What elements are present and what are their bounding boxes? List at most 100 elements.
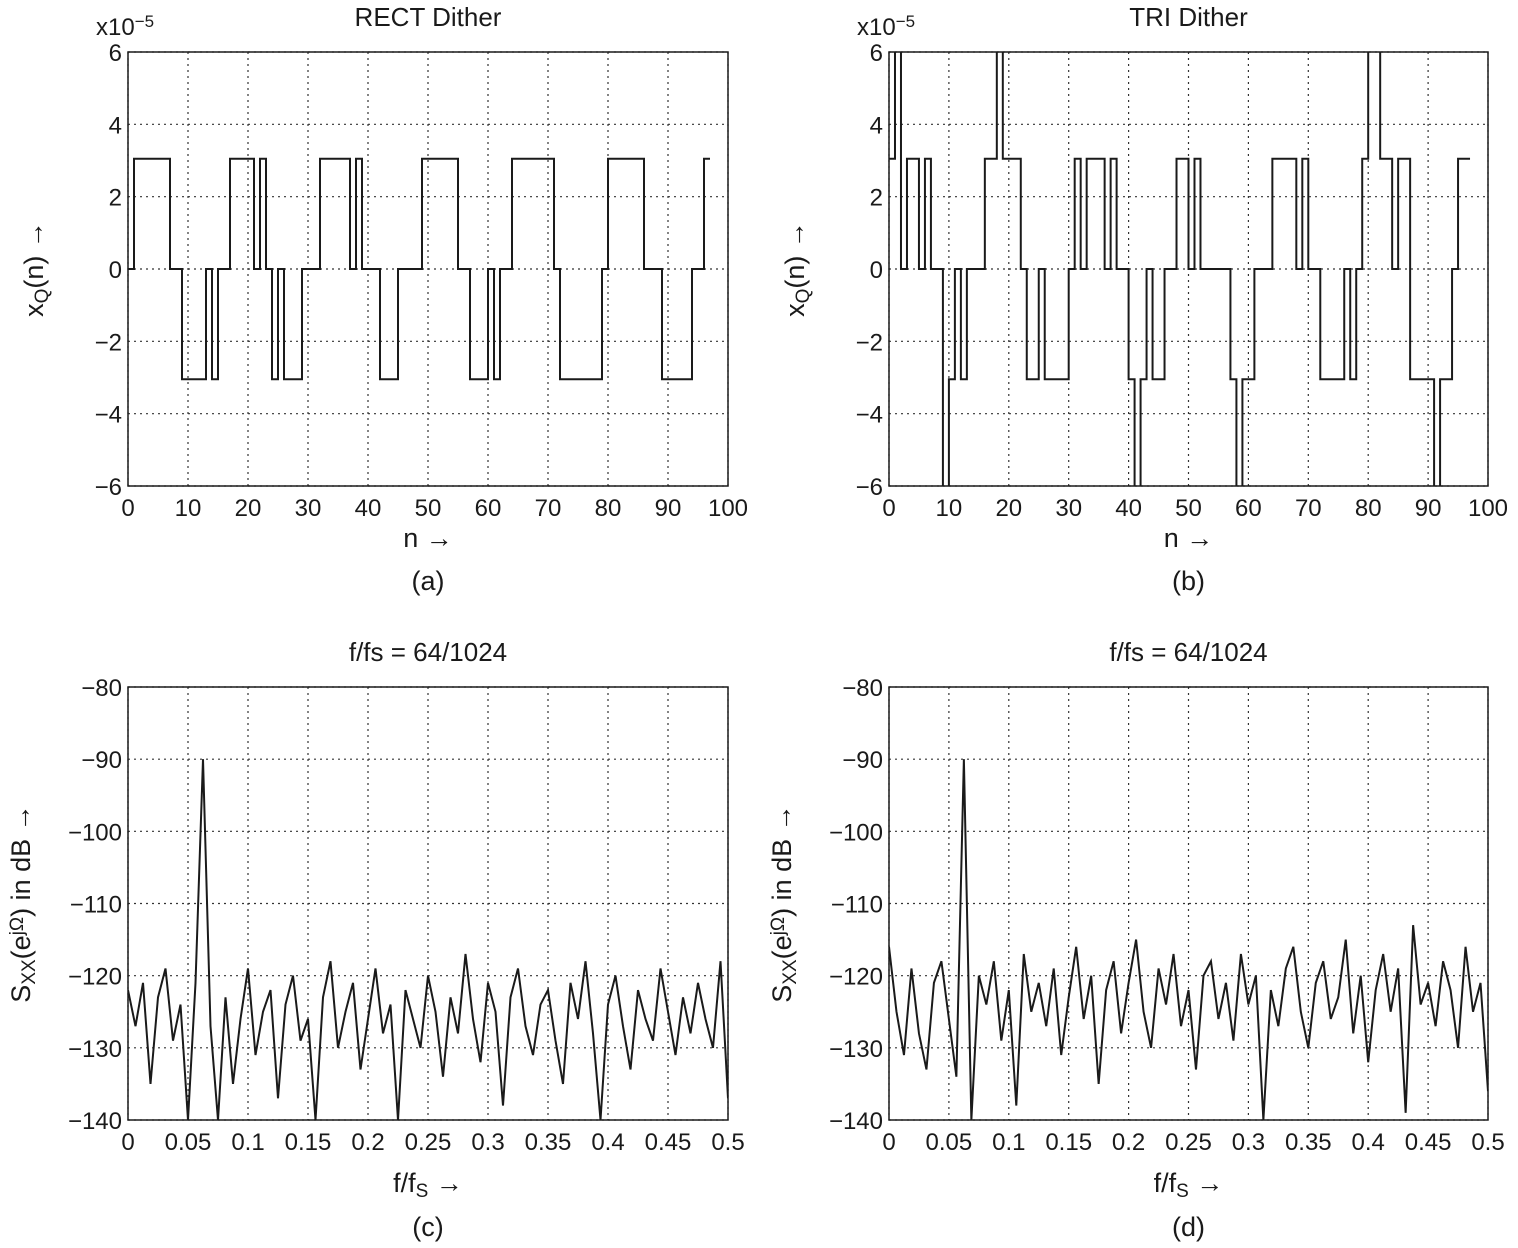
chart-title: RECT Dither [355, 2, 502, 32]
y-axis-label: SXX(ejΩ) in dB → [6, 804, 40, 1002]
x-tick-label: 0.1 [992, 1129, 1025, 1156]
y-tick-label: −130 [829, 1036, 883, 1063]
y-axis-label-part: (e [767, 935, 797, 959]
x-tick-label: 0.2 [1112, 1129, 1145, 1156]
y-axis-label-part: x [19, 303, 49, 317]
y-tick-label: 4 [870, 112, 883, 139]
x-axis-label: n → [403, 523, 453, 553]
y-multiplier-base: x10 [96, 14, 135, 41]
x-tick-label: 0.15 [1045, 1129, 1092, 1156]
x-axis-label-part: → [1189, 1168, 1224, 1198]
x-tick-label: 40 [1115, 495, 1142, 522]
x-tick-label: 0.4 [1352, 1129, 1385, 1156]
y-axis-label-part: jΩ [7, 917, 28, 936]
y-axis-label: xQ(n) → [19, 221, 53, 317]
x-tick-label: 30 [295, 495, 322, 522]
data-line [889, 759, 1488, 1120]
x-tick-label: 60 [1235, 495, 1262, 522]
data-line [128, 157, 710, 381]
y-axis-label: xQ(n) → [780, 221, 814, 317]
x-tick-label: 0.15 [285, 1129, 332, 1156]
y-tick-label: −4 [856, 402, 883, 429]
panel-caption: (d) [1172, 1212, 1205, 1242]
x-axis-label-part: n → [1164, 523, 1214, 553]
y-tick-label: −4 [95, 402, 122, 429]
chart-title: TRI Dither [1129, 2, 1248, 32]
x-tick-label: 0.25 [405, 1129, 452, 1156]
y-tick-label: −90 [81, 747, 122, 774]
x-axis-label-part: → [428, 1168, 463, 1198]
x-tick-label: 0.5 [711, 1129, 744, 1156]
x-tick-label: 50 [415, 495, 442, 522]
x-tick-label: 0.3 [471, 1129, 504, 1156]
y-tick-label: −80 [842, 675, 883, 702]
y-axis-label-part: Q [32, 289, 53, 304]
y-axis-label-part: ) in dB → [767, 804, 797, 917]
x-tick-label: 90 [1415, 495, 1442, 522]
x-tick-label: 0.35 [1285, 1129, 1332, 1156]
y-axis-label-part: (e [6, 935, 36, 959]
x-tick-label: 90 [655, 495, 682, 522]
plot-frame [888, 51, 1489, 487]
panel-caption: (b) [1172, 566, 1205, 596]
y-tick-label: 2 [870, 185, 883, 212]
y-axis-label-part: S [767, 985, 797, 1003]
y-axis-label-part: Q [793, 289, 814, 304]
x-tick-label: 0.4 [591, 1129, 624, 1156]
x-tick-label: 50 [1175, 495, 1202, 522]
x-tick-label: 0.45 [1405, 1129, 1452, 1156]
x-axis-label-part: f/f [1154, 1168, 1177, 1198]
x-tick-label: 0.25 [1165, 1129, 1212, 1156]
y-tick-label: −140 [68, 1108, 122, 1135]
y-tick-label: −6 [856, 474, 883, 501]
x-tick-label: 20 [995, 495, 1022, 522]
y-tick-label: 6 [870, 40, 883, 67]
y-axis-label-part: (n) → [780, 221, 810, 289]
x-axis-label: f/fS → [393, 1168, 463, 1202]
x-tick-label: 0 [121, 495, 134, 522]
x-tick-label: 0.5 [1471, 1129, 1504, 1156]
x-tick-label: 60 [475, 495, 502, 522]
chart-title: f/fs = 64/1024 [349, 637, 507, 667]
x-tick-label: 80 [1355, 495, 1382, 522]
y-axis-label: SXX(ejΩ) in dB → [767, 804, 801, 1002]
y-tick-label: −120 [829, 964, 883, 991]
y-multiplier-base: x10 [857, 14, 896, 41]
chart-title: f/fs = 64/1024 [1109, 637, 1267, 667]
x-tick-label: 0.2 [351, 1129, 384, 1156]
x-tick-label: 0.45 [645, 1129, 692, 1156]
y-tick-label: −130 [68, 1036, 122, 1063]
x-tick-label: 30 [1055, 495, 1082, 522]
x-axis-label: n → [1164, 523, 1214, 553]
x-tick-label: 0.05 [926, 1129, 973, 1156]
y-tick-label: −80 [81, 675, 122, 702]
x-axis-label-part: n → [403, 523, 453, 553]
y-axis-label-part: ) in dB → [6, 804, 36, 917]
y-tick-label: 6 [109, 40, 122, 67]
y-tick-label: 0 [109, 257, 122, 284]
x-tick-label: 100 [1468, 495, 1508, 522]
y-axis-label-part: S [6, 985, 36, 1003]
y-tick-label: 2 [109, 185, 122, 212]
y-axis-label-part: x [780, 303, 810, 317]
data-line [889, 52, 1471, 486]
y-axis-label-part: (n) → [19, 221, 49, 289]
y-tick-label: 0 [870, 257, 883, 284]
plot-frame [127, 686, 729, 1121]
data-line [128, 759, 728, 1120]
x-tick-label: 70 [1295, 495, 1322, 522]
y-tick-label: −110 [70, 892, 122, 919]
y-tick-label: 4 [109, 112, 122, 139]
x-tick-label: 0.3 [1232, 1129, 1265, 1156]
y-tick-label: −2 [856, 329, 883, 356]
y-tick-label: −100 [68, 819, 122, 846]
x-tick-label: 70 [535, 495, 562, 522]
y-tick-label: −110 [831, 892, 883, 919]
x-axis-label-part: f/f [393, 1168, 416, 1198]
y-tick-label: −140 [829, 1108, 883, 1135]
y-multiplier: x10−5 [96, 12, 154, 41]
plot-frame [888, 686, 1489, 1121]
x-axis-label: f/fS → [1154, 1168, 1224, 1202]
y-axis-label-part: XX [19, 959, 40, 985]
